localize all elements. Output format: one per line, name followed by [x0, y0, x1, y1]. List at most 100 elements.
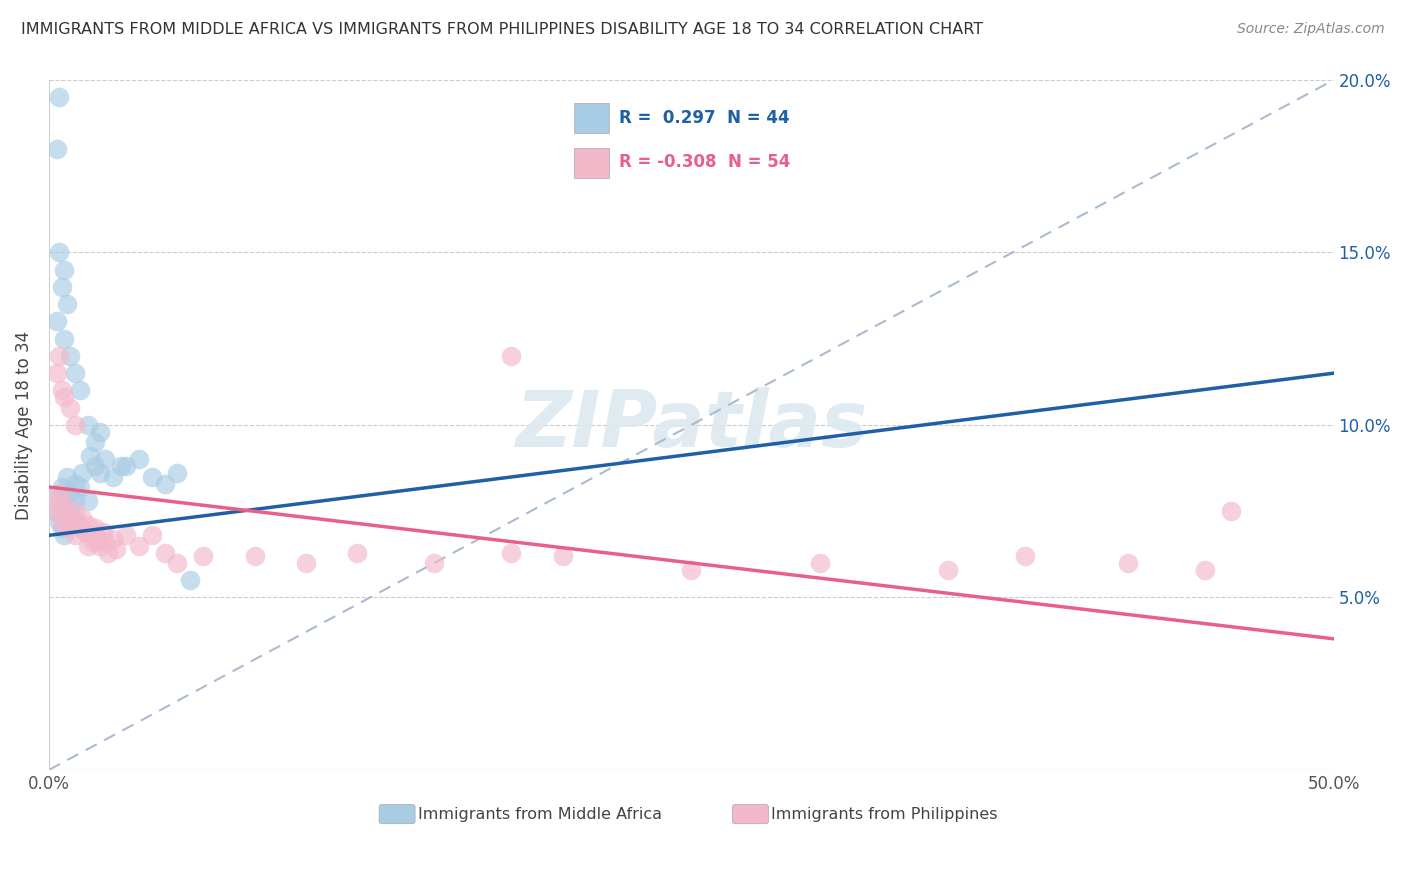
Point	[58, 511, 80, 525]
Point	[82, 535, 104, 549]
Point	[79, 449, 101, 463]
Point	[89, 425, 111, 439]
Point	[115, 459, 138, 474]
Point	[66, 518, 89, 533]
Point	[1014, 549, 1036, 563]
Text: Immigrants from Philippines: Immigrants from Philippines	[770, 806, 997, 822]
Point	[53, 332, 76, 346]
Point	[53, 493, 76, 508]
FancyBboxPatch shape	[380, 805, 415, 823]
Point	[76, 417, 98, 432]
Point	[69, 384, 91, 398]
Point	[141, 469, 163, 483]
Point	[48, 245, 70, 260]
Point	[58, 487, 80, 501]
Point	[97, 545, 120, 559]
Point	[84, 459, 107, 474]
Text: Source: ZipAtlas.com: Source: ZipAtlas.com	[1237, 22, 1385, 37]
Point	[103, 469, 125, 483]
Point	[48, 487, 70, 501]
Point	[45, 504, 67, 518]
Point	[53, 390, 76, 404]
Point	[84, 435, 107, 450]
Point	[346, 545, 368, 559]
Point	[501, 545, 523, 559]
Point	[87, 532, 110, 546]
Point	[53, 528, 76, 542]
Point	[191, 549, 214, 563]
Point	[808, 556, 831, 570]
Point	[51, 515, 73, 529]
Point	[63, 476, 86, 491]
Point	[73, 524, 96, 539]
Point	[63, 528, 86, 542]
Point	[166, 467, 188, 481]
Point	[501, 349, 523, 363]
Point	[153, 545, 176, 559]
Point	[58, 349, 80, 363]
Point	[166, 556, 188, 570]
Point	[128, 452, 150, 467]
Text: IMMIGRANTS FROM MIDDLE AFRICA VS IMMIGRANTS FROM PHILIPPINES DISABILITY AGE 18 T: IMMIGRANTS FROM MIDDLE AFRICA VS IMMIGRA…	[21, 22, 983, 37]
Point	[94, 535, 117, 549]
Point	[89, 467, 111, 481]
Text: Immigrants from Middle Africa: Immigrants from Middle Africa	[418, 806, 662, 822]
Point	[1116, 556, 1139, 570]
FancyBboxPatch shape	[733, 805, 769, 823]
Point	[128, 539, 150, 553]
Text: ZIPatlas: ZIPatlas	[515, 387, 868, 463]
Point	[56, 521, 79, 535]
Point	[69, 480, 91, 494]
Point	[1194, 563, 1216, 577]
Point	[72, 511, 94, 525]
Point	[53, 262, 76, 277]
Point	[84, 521, 107, 535]
Point	[69, 521, 91, 535]
Point	[79, 528, 101, 542]
Point	[423, 556, 446, 570]
Point	[103, 532, 125, 546]
Point	[551, 549, 574, 563]
Point	[56, 469, 79, 483]
Point	[56, 297, 79, 311]
Point	[45, 366, 67, 380]
Point	[45, 314, 67, 328]
Point	[76, 493, 98, 508]
Point	[56, 508, 79, 522]
Point	[936, 563, 959, 577]
Point	[179, 573, 201, 587]
Point	[45, 487, 67, 501]
Point	[76, 539, 98, 553]
Point	[89, 539, 111, 553]
Point	[94, 452, 117, 467]
Point	[60, 511, 83, 525]
Point	[66, 515, 89, 529]
Point	[60, 518, 83, 533]
Point	[63, 417, 86, 432]
Point	[51, 384, 73, 398]
Point	[58, 500, 80, 515]
Point	[42, 504, 65, 518]
Point	[63, 493, 86, 508]
Point	[110, 459, 132, 474]
Point	[51, 480, 73, 494]
Point	[51, 500, 73, 515]
Point	[48, 515, 70, 529]
Point	[104, 542, 127, 557]
Point	[153, 476, 176, 491]
Point	[51, 521, 73, 535]
Point	[63, 366, 86, 380]
Point	[53, 497, 76, 511]
Point	[56, 508, 79, 522]
Point	[72, 467, 94, 481]
Point	[91, 524, 114, 539]
Y-axis label: Disability Age 18 to 34: Disability Age 18 to 34	[15, 330, 32, 519]
Point	[141, 528, 163, 542]
Point	[42, 493, 65, 508]
Point	[48, 349, 70, 363]
Point	[681, 563, 703, 577]
Point	[48, 90, 70, 104]
Point	[243, 549, 266, 563]
Point	[76, 518, 98, 533]
Point	[45, 142, 67, 156]
